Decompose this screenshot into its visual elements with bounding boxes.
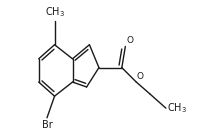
- Text: O: O: [137, 72, 144, 81]
- Text: CH$_3$: CH$_3$: [167, 101, 187, 115]
- Text: O: O: [127, 36, 134, 45]
- Text: CH$_3$: CH$_3$: [45, 5, 65, 19]
- Text: Br: Br: [42, 120, 52, 130]
